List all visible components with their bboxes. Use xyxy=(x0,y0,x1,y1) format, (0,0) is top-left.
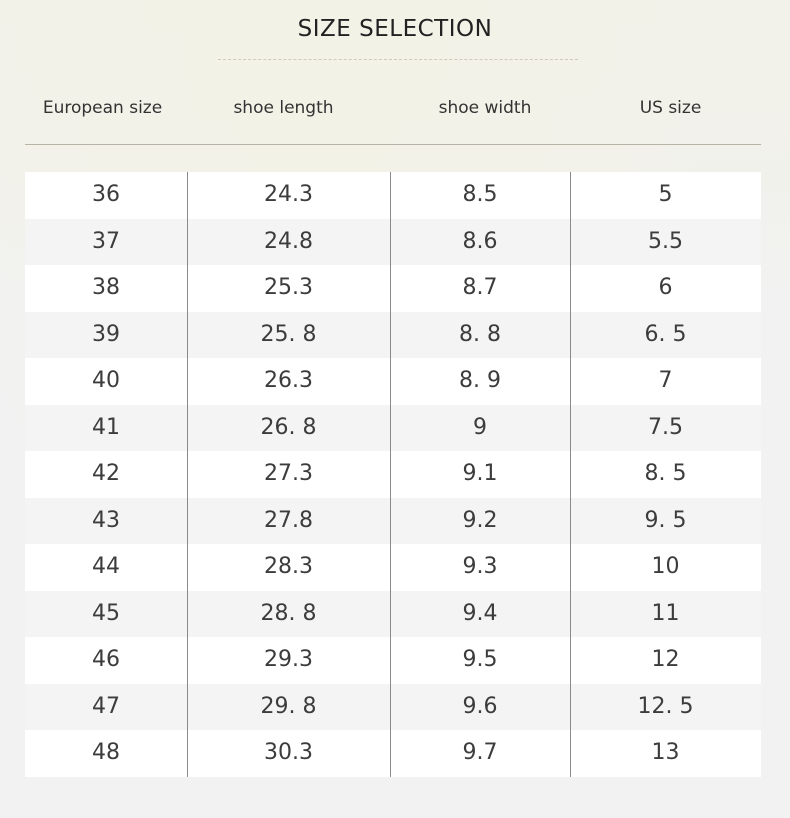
table-row: 38 25.3 8.7 6 xyxy=(25,265,761,312)
shoe-length-cell: 25.3 xyxy=(264,275,313,300)
shoe-length-cell: 29. 8 xyxy=(260,693,317,719)
table-row: 41 26. 8 9 7.5 xyxy=(25,404,761,451)
shoe-length-cell: 25. 8 xyxy=(260,321,317,347)
column-header-us-size: US size xyxy=(639,98,702,118)
column-header-european-size: European size xyxy=(42,98,163,118)
table-header: European size shoe length shoe width US … xyxy=(25,86,761,130)
us-size-cell: 12 xyxy=(651,647,680,672)
european-size-cell: 37 xyxy=(92,228,120,254)
us-size-cell: 7.5 xyxy=(648,414,683,440)
us-size-cell: 5.5 xyxy=(648,228,683,254)
european-size-cell: 43 xyxy=(92,507,120,533)
shoe-length-cell: 24.8 xyxy=(264,228,313,254)
title-divider xyxy=(218,59,578,60)
shoe-length-cell: 30.3 xyxy=(264,740,313,765)
shoe-width-cell: 9.2 xyxy=(462,507,498,533)
european-size-cell: 41 xyxy=(92,414,120,440)
table-row: 47 29. 8 9.6 12. 5 xyxy=(25,683,761,730)
shoe-width-cell: 8.5 xyxy=(462,182,498,207)
column-divider xyxy=(570,172,571,777)
us-size-cell: 9. 5 xyxy=(644,507,687,533)
shoe-width-cell: 9.4 xyxy=(462,600,498,626)
shoe-length-cell: 28. 8 xyxy=(260,600,317,626)
european-size-cell: 45 xyxy=(92,600,120,626)
european-size-cell: 42 xyxy=(92,461,120,486)
table-row: 45 28. 8 9.4 11 xyxy=(25,590,761,637)
column-header-shoe-length: shoe length xyxy=(233,98,334,118)
shoe-width-cell: 8.6 xyxy=(462,228,498,254)
size-table: 36 24.3 8.5 5 37 24.8 8.6 5.5 38 25.3 8.… xyxy=(25,172,761,777)
table-row: 46 29.3 9.5 12 xyxy=(25,637,761,684)
page-title: SIZE SELECTION xyxy=(297,16,493,42)
shoe-width-cell: 9.7 xyxy=(462,740,498,765)
shoe-width-cell: 8.7 xyxy=(462,275,498,300)
shoe-length-cell: 27.8 xyxy=(264,507,313,533)
shoe-width-cell: 9.1 xyxy=(462,461,498,486)
european-size-cell: 38 xyxy=(92,275,120,300)
table-row: 43 27.8 9.2 9. 5 xyxy=(25,497,761,544)
table-row: 48 30.3 9.7 13 xyxy=(25,730,761,777)
european-size-cell: 46 xyxy=(92,647,120,672)
european-size-cell: 48 xyxy=(92,740,120,765)
european-size-cell: 47 xyxy=(92,693,120,719)
us-size-cell: 12. 5 xyxy=(637,693,694,719)
column-divider xyxy=(390,172,391,777)
column-divider xyxy=(187,172,188,777)
header-divider xyxy=(25,144,761,145)
european-size-cell: 36 xyxy=(92,182,120,207)
shoe-length-cell: 29.3 xyxy=(264,647,313,672)
table-row: 42 27.3 9.1 8. 5 xyxy=(25,451,761,498)
shoe-width-cell: 9.5 xyxy=(462,647,498,672)
us-size-cell: 5 xyxy=(658,182,673,207)
us-size-cell: 6 xyxy=(658,275,673,300)
table-row: 40 26.3 8. 9 7 xyxy=(25,358,761,405)
shoe-width-cell: 9.3 xyxy=(462,554,498,579)
european-size-cell: 44 xyxy=(92,554,120,579)
shoe-length-cell: 24.3 xyxy=(264,182,313,207)
shoe-width-cell: 8. 8 xyxy=(459,321,501,347)
shoe-length-cell: 26.3 xyxy=(264,368,313,393)
shoe-length-cell: 26. 8 xyxy=(260,414,317,440)
us-size-cell: 10 xyxy=(651,554,680,579)
us-size-cell: 7 xyxy=(658,368,673,393)
us-size-cell: 6. 5 xyxy=(644,321,687,347)
shoe-width-cell: 9 xyxy=(473,414,487,440)
column-header-shoe-width: shoe width xyxy=(438,98,532,118)
table-row: 44 28.3 9.3 10 xyxy=(25,544,761,591)
shoe-length-cell: 28.3 xyxy=(264,554,313,579)
us-size-cell: 13 xyxy=(651,740,680,765)
european-size-cell: 39 xyxy=(92,321,120,347)
shoe-length-cell: 27.3 xyxy=(264,461,313,486)
table-row: 37 24.8 8.6 5.5 xyxy=(25,218,761,265)
us-size-cell: 11 xyxy=(651,600,680,626)
european-size-cell: 40 xyxy=(92,368,120,393)
table-row: 39 25. 8 8. 8 6. 5 xyxy=(25,311,761,358)
shoe-width-cell: 9.6 xyxy=(462,693,498,719)
table-row: 36 24.3 8.5 5 xyxy=(25,172,761,219)
us-size-cell: 8. 5 xyxy=(644,461,687,486)
shoe-width-cell: 8. 9 xyxy=(459,368,501,393)
